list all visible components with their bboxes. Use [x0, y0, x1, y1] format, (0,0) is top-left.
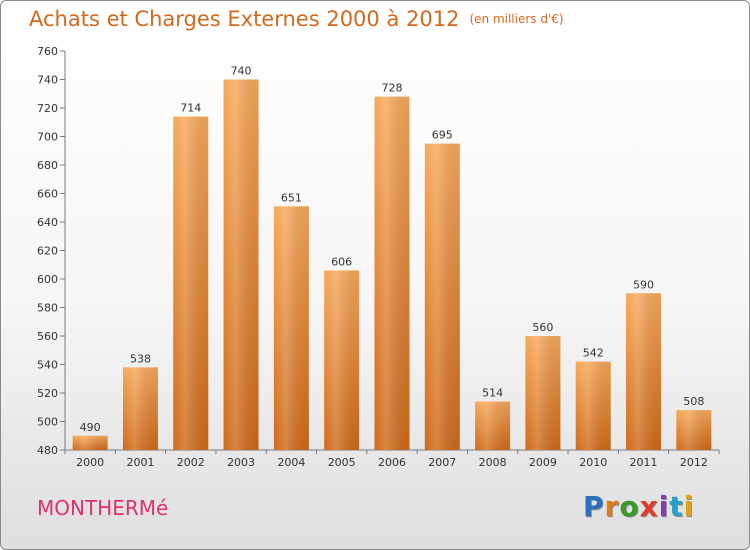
bar-value-label: 560: [532, 321, 553, 334]
y-tick-label: 480: [37, 444, 58, 457]
bar-shine: [122, 367, 158, 450]
y-tick-label: 640: [37, 216, 58, 229]
y-tick-label: 760: [37, 45, 58, 58]
bar-shine: [324, 270, 360, 450]
chart-title: Achats et Charges Externes 2000 à 2012 (e…: [29, 7, 564, 31]
bar-shine: [173, 116, 209, 451]
x-tick-label: 2000: [76, 456, 104, 469]
x-tick-label: 2005: [328, 456, 356, 469]
bar-shine: [223, 79, 259, 450]
chart-unit: (en milliers d'€): [469, 12, 564, 26]
y-tick-label: 700: [37, 131, 58, 144]
bar-shine: [475, 401, 511, 450]
bar-value-label: 714: [180, 102, 201, 115]
x-tick-label: 2003: [227, 456, 255, 469]
x-tick-label: 2002: [177, 456, 205, 469]
x-tick-label: 2011: [630, 456, 658, 469]
bar-shine: [273, 206, 309, 450]
x-tick-label: 2010: [579, 456, 607, 469]
commune-name: MONTHERMé: [37, 496, 169, 520]
y-tick-label: 540: [37, 359, 58, 372]
bar-shine: [626, 293, 662, 450]
x-tick-label: 2007: [428, 456, 456, 469]
bar-value-label: 538: [130, 352, 151, 365]
bar-shine: [374, 96, 410, 450]
bar-value-label: 542: [583, 347, 604, 360]
y-tick-label: 560: [37, 330, 58, 343]
bar-value-label: 740: [231, 65, 252, 78]
logo-letter: t: [669, 490, 684, 523]
x-tick-label: 2008: [479, 456, 507, 469]
x-tick-label: 2006: [378, 456, 406, 469]
bar-shine: [575, 361, 611, 450]
y-tick-label: 500: [37, 416, 58, 429]
y-tick-label: 600: [37, 273, 58, 286]
x-tick-label: 2012: [680, 456, 708, 469]
bar-value-label: 606: [331, 255, 352, 268]
bar-value-label: 490: [80, 421, 101, 434]
logo-letter: r: [604, 490, 620, 523]
x-tick-label: 2004: [277, 456, 305, 469]
logo-letter: i: [683, 490, 695, 523]
logo-letter: i: [658, 490, 670, 523]
bar-value-label: 651: [281, 191, 302, 204]
y-tick-label: 520: [37, 387, 58, 400]
bar-value-label: 508: [683, 395, 704, 408]
bar-shine: [424, 143, 460, 450]
bar-value-label: 514: [482, 387, 503, 400]
y-tick-label: 720: [37, 102, 58, 115]
chart-title-text: Achats et Charges Externes 2000 à 2012: [29, 7, 460, 31]
proxiti-logo: Proxiti: [583, 490, 694, 523]
bar-shine: [525, 336, 561, 450]
x-tick-label: 2001: [126, 456, 154, 469]
y-tick-label: 660: [37, 188, 58, 201]
bar-shine: [72, 435, 108, 450]
y-tick-label: 580: [37, 302, 58, 315]
bar-value-label: 590: [633, 278, 654, 291]
bar-value-label: 728: [382, 82, 403, 95]
bar-shine: [676, 410, 712, 450]
logo-letter: x: [639, 490, 659, 523]
bar-value-label: 695: [432, 129, 453, 142]
y-tick-label: 740: [37, 74, 58, 87]
logo-letter: o: [619, 490, 640, 523]
y-tick-label: 620: [37, 245, 58, 258]
logo-letter: P: [583, 490, 605, 523]
y-tick-label: 680: [37, 159, 58, 172]
x-tick-label: 2009: [529, 456, 557, 469]
